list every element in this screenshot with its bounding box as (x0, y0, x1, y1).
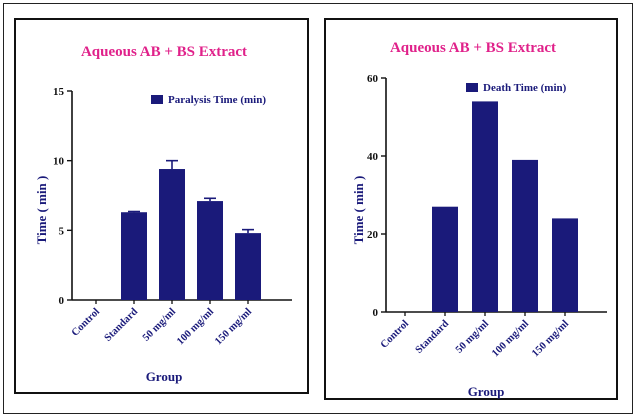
y-tick-label: 0 (59, 295, 65, 307)
x-tick-label: 50 mg/ml (454, 318, 491, 355)
x-tick-label: Control (70, 306, 102, 338)
bar (197, 201, 223, 300)
legend-swatch (466, 83, 478, 92)
x-tick-label: 150 mg/ml (213, 306, 254, 347)
y-tick-label: 60 (367, 73, 379, 85)
y-tick-label: 20 (367, 229, 379, 241)
chart-panel-death: Aqueous AB + BS Extract Time ( min ) Gro… (324, 18, 618, 400)
x-tick-label: 150 mg/ml (530, 318, 571, 359)
chart-title: Aqueous AB + BS Extract (81, 44, 247, 60)
bar (432, 206, 458, 312)
x-tick-label: 100 mg/ml (175, 306, 216, 347)
y-axis-label: Time ( min ) (34, 176, 49, 245)
chart-title: Aqueous AB + BS Extract (390, 40, 556, 56)
y-tick-label: 0 (373, 307, 379, 319)
bar (552, 218, 578, 312)
x-tick-label: Control (379, 318, 411, 350)
x-tick-label: 100 mg/ml (490, 318, 531, 359)
bar (159, 169, 185, 300)
y-tick-label: 40 (367, 151, 379, 163)
bar (472, 101, 498, 313)
chart-paralysis-svg: Aqueous AB + BS Extract Time ( min ) Gro… (34, 44, 292, 384)
bar (121, 212, 147, 300)
bar (235, 233, 261, 300)
figure-frame: Aqueous AB + BS Extract Time ( min ) Gro… (3, 3, 633, 414)
x-axis-label: Group (146, 369, 183, 384)
x-tick-label: 50 mg/ml (141, 306, 178, 343)
x-tick-label: Standard (103, 306, 141, 344)
x-axis-label: Group (468, 384, 505, 399)
y-tick-label: 5 (59, 225, 65, 237)
chart-panel-paralysis: Aqueous AB + BS Extract Time ( min ) Gro… (14, 18, 309, 394)
y-tick-label: 15 (53, 86, 65, 98)
y-axis-label: Time ( min ) (351, 176, 366, 245)
legend-swatch (151, 95, 163, 104)
y-tick-label: 10 (53, 156, 65, 168)
chart-death-svg: Aqueous AB + BS Extract Time ( min ) Gro… (351, 40, 607, 399)
bar (512, 159, 538, 312)
legend-label: Paralysis Time (min) (168, 94, 266, 106)
legend-label: Death Time (min) (483, 82, 567, 94)
x-tick-label: Standard (414, 318, 452, 356)
